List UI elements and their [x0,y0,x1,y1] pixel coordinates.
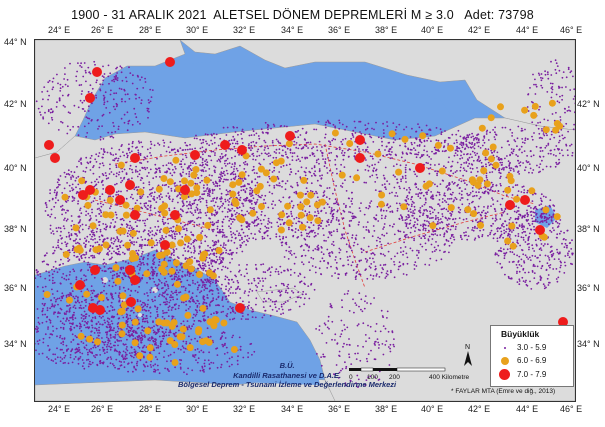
west-fault [94,199,216,231]
bottom-tick-46e: 46° E [560,404,583,414]
top-tick-24e: 24° E [48,25,71,35]
minor-dot-icon [504,347,506,349]
scale-label-400: 400 Kilometre [429,374,470,381]
legend-label-minor: 3.0 - 5.9 [517,343,547,352]
credit-line-3: Bölgesel Deprem - Tsunami İzleme ve Değe… [178,380,397,389]
right-tick-38n: 38° N [577,224,600,234]
east-anatolian-fault [364,211,506,253]
top-tick-36e: 36° E [328,25,351,35]
top-tick-26e: 26° E [91,25,114,35]
left-tick-40n: 40° N [4,163,27,173]
scale-bar: 0 100 200 400 Kilometre [349,366,469,388]
map-frame[interactable] [34,39,576,402]
central-fault [324,143,366,289]
top-tick-30e: 30° E [186,25,209,35]
top-tick-46e: 46° E [560,25,583,35]
left-tick-44n: 44° N [4,37,27,47]
map-title: 1900 - 31 ARALIK 2021 ALETSEL DÖNEM DEPR… [71,8,534,22]
earthquake-map[interactable] [35,40,575,401]
bottom-tick-30e: 30° E [186,404,209,414]
fault-citation: * FAYLAR MTA (Emre ve diğ., 2013) [451,388,556,395]
right-tick-36n: 36° N [577,283,600,293]
bottom-tick-42e: 42° E [468,404,491,414]
bottom-tick-28e: 28° E [139,404,162,414]
left-tick-34n: 34° N [4,339,27,349]
major-dot-icon [499,369,510,380]
scale-label-0: 0 [349,374,353,381]
right-tick-34n: 34° N [577,339,600,349]
bottom-tick-44e: 44° E [516,404,539,414]
credit-line-1: B.Ü. [279,361,295,370]
legend-label-moderate: 6.0 - 6.9 [517,356,547,365]
left-tick-38n: 38° N [4,224,27,234]
right-tick-42n: 42° N [577,99,600,109]
bottom-tick-32e: 32° E [233,404,256,414]
top-tick-28e: 28° E [139,25,162,35]
top-tick-42e: 42° E [468,25,491,35]
moderate-dot-icon [501,357,509,365]
bottom-tick-24e: 24° E [48,404,71,414]
legend-title: Büyüklük [501,329,540,339]
right-tick-40n: 40° N [577,163,600,173]
major-earthquakes [43,57,568,366]
bottom-tick-38e: 38° E [375,404,398,414]
top-tick-32e: 32° E [233,25,256,35]
magnitude-legend: Büyüklük 3.0 - 5.9 6.0 - 6.9 7.0 - 7.9 [490,325,574,387]
legend-label-major: 7.0 - 7.9 [517,370,547,379]
left-tick-36n: 36° N [4,283,27,293]
black-sea [145,60,455,136]
scale-label-200: 200 [389,374,400,381]
left-tick-42n: 42° N [4,99,27,109]
top-tick-34e: 34° E [281,25,304,35]
top-tick-38e: 38° E [375,25,398,35]
credit-block: B.Ü. Kandilli Rasathanesi ve D.A.E. Bölg… [178,361,396,390]
scale-label-100: 100 [367,374,378,381]
bottom-tick-34e: 34° E [281,404,304,414]
bottom-tick-40e: 40° E [421,404,444,414]
north-arrow-icon: N [464,344,472,366]
top-tick-40e: 40° E [421,25,444,35]
bottom-tick-36e: 36° E [328,404,351,414]
top-tick-44e: 44° E [516,25,539,35]
bottom-tick-26e: 26° E [91,404,114,414]
credit-line-2: Kandilli Rasathanesi ve D.A.E. [233,370,342,380]
